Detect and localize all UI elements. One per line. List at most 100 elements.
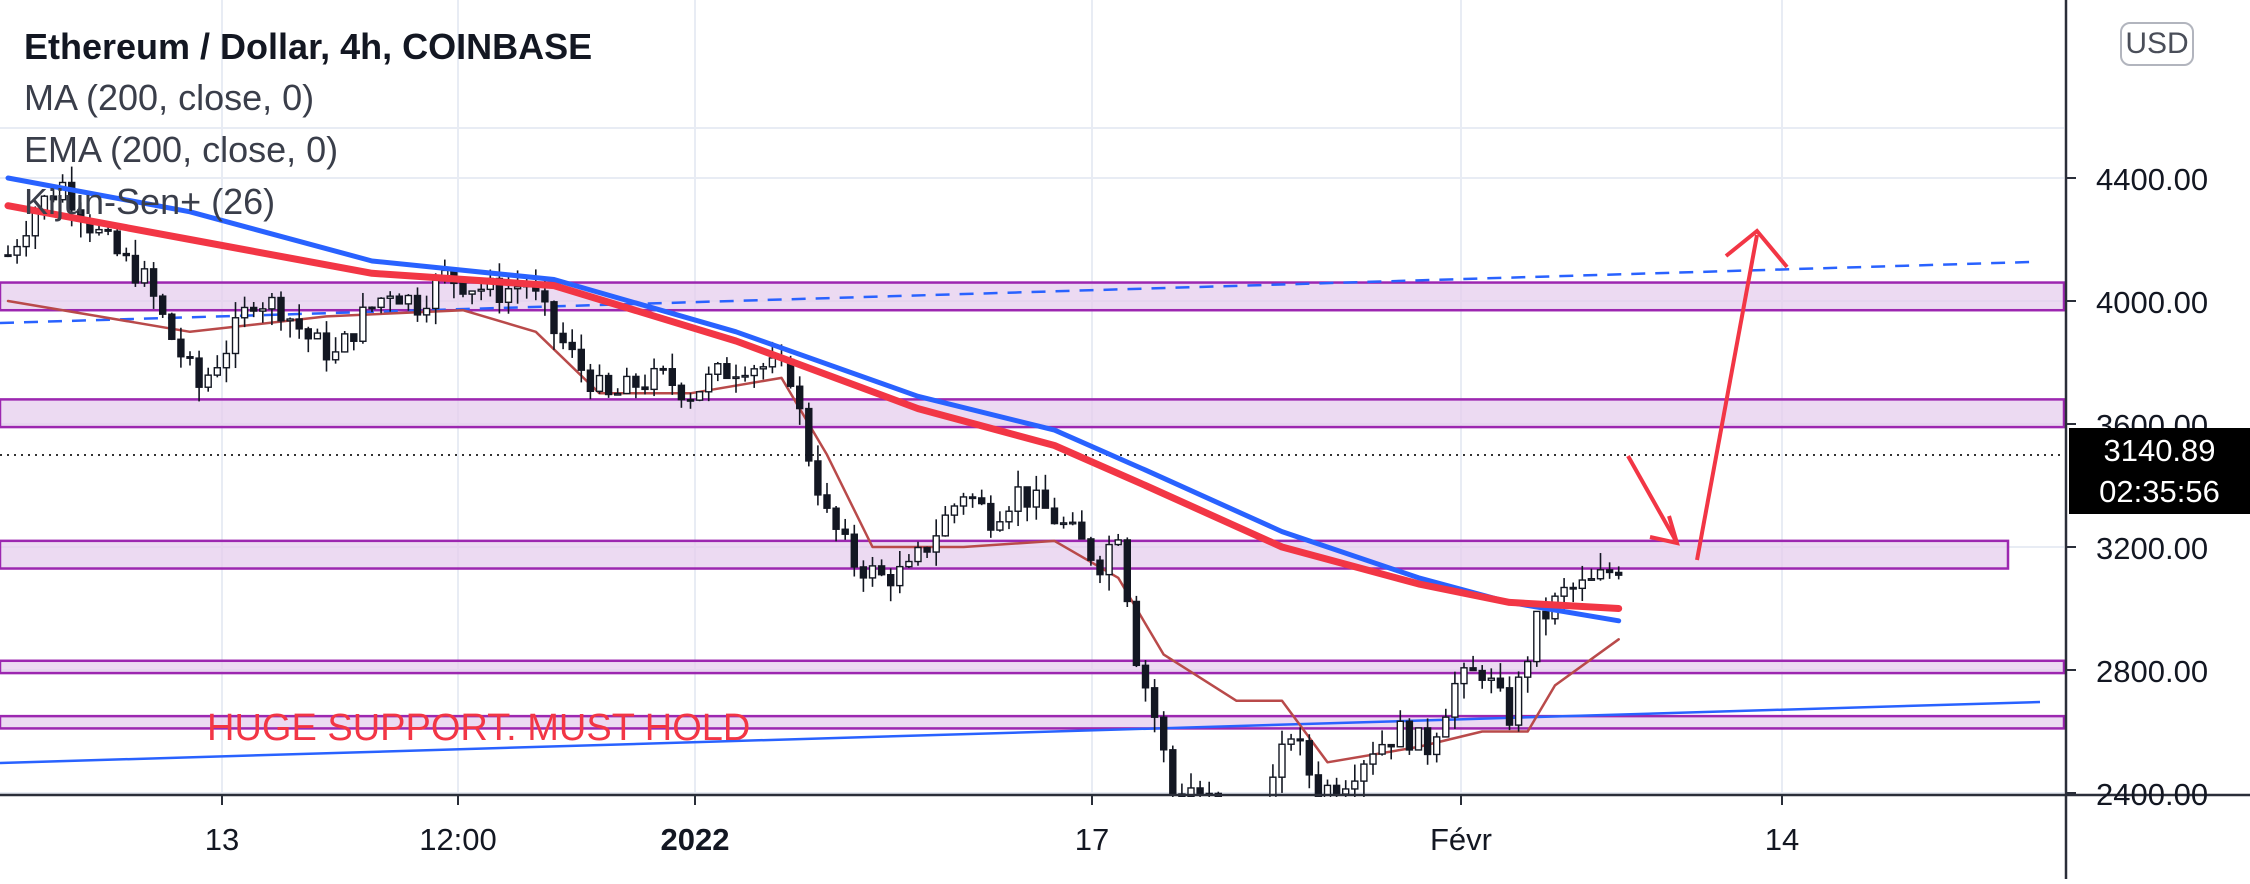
candle bbox=[140, 260, 149, 287]
candle-body bbox=[1187, 787, 1195, 798]
candle-body bbox=[968, 496, 977, 500]
price-zone bbox=[0, 659, 2066, 675]
candle-body bbox=[1096, 559, 1104, 576]
candle-body bbox=[1196, 787, 1204, 795]
candle bbox=[413, 287, 422, 322]
candle-body bbox=[104, 228, 112, 232]
candle bbox=[1032, 475, 1041, 520]
candle bbox=[759, 362, 767, 380]
candle-body bbox=[13, 245, 21, 256]
candle-body bbox=[213, 367, 222, 376]
candle-body bbox=[404, 294, 413, 305]
candle bbox=[823, 482, 831, 513]
candle bbox=[359, 292, 367, 344]
candle bbox=[1533, 610, 1541, 667]
price-zone bbox=[0, 281, 2066, 312]
candle-body bbox=[341, 333, 349, 353]
candle-body bbox=[1351, 780, 1359, 790]
support-trendline bbox=[0, 700, 2041, 765]
drawn-arrows bbox=[1626, 228, 1789, 561]
candle-body bbox=[832, 507, 840, 530]
candle-body bbox=[641, 386, 649, 391]
candle-body bbox=[659, 367, 667, 371]
candle-body bbox=[395, 295, 403, 305]
candle bbox=[841, 518, 849, 540]
candle-body bbox=[1542, 610, 1550, 620]
time-tick-label: 12:00 bbox=[419, 822, 497, 857]
candle-body bbox=[1287, 738, 1295, 745]
candle-body bbox=[513, 286, 522, 290]
candle-body bbox=[1369, 753, 1377, 765]
candle bbox=[1159, 711, 1168, 763]
candle-body bbox=[623, 375, 631, 395]
candle-body bbox=[268, 296, 276, 310]
candle bbox=[304, 326, 312, 353]
candle bbox=[805, 402, 813, 467]
legend-kijun[interactable]: Kijun-Sen+ (26) bbox=[24, 181, 276, 222]
candle-body bbox=[1078, 521, 1086, 540]
candle-body bbox=[286, 318, 294, 322]
candle bbox=[331, 337, 340, 364]
candle-body bbox=[386, 295, 394, 299]
candle bbox=[978, 489, 986, 506]
candle-body bbox=[805, 407, 813, 462]
candle bbox=[741, 366, 749, 382]
candle-body bbox=[1596, 569, 1605, 580]
candle-body bbox=[614, 392, 622, 396]
candle-body bbox=[841, 528, 849, 535]
candle bbox=[1460, 662, 1468, 699]
candle-body bbox=[1523, 660, 1532, 678]
up-arrow-line bbox=[1695, 234, 1759, 561]
candle bbox=[222, 340, 231, 383]
candle bbox=[796, 376, 804, 425]
candle bbox=[668, 353, 676, 395]
candle-body bbox=[987, 502, 995, 531]
candle-body bbox=[1032, 489, 1041, 508]
candle bbox=[177, 327, 185, 368]
candle bbox=[586, 363, 595, 400]
candle-body bbox=[322, 332, 331, 361]
down-arrow-head bbox=[1649, 515, 1680, 546]
candle bbox=[1150, 679, 1159, 733]
candle bbox=[131, 239, 140, 287]
candle-body bbox=[723, 363, 731, 380]
candle-body bbox=[586, 369, 595, 393]
candle-body bbox=[932, 535, 940, 553]
candle bbox=[122, 247, 131, 262]
candle-body bbox=[1150, 687, 1159, 718]
currency-button[interactable]: USD bbox=[2120, 22, 2194, 66]
candle-body bbox=[1578, 579, 1587, 590]
candle bbox=[322, 321, 331, 372]
candle-body bbox=[650, 367, 658, 391]
candle bbox=[714, 361, 722, 382]
candle bbox=[1578, 565, 1587, 601]
candle bbox=[113, 225, 121, 257]
candle bbox=[550, 300, 558, 350]
candle bbox=[1378, 730, 1386, 756]
candle bbox=[1469, 655, 1477, 672]
candle-body bbox=[1423, 727, 1432, 756]
legend-ema[interactable]: EMA (200, close, 0) bbox=[24, 129, 339, 170]
candle bbox=[295, 304, 303, 339]
time-tick-label: 2022 bbox=[661, 822, 730, 857]
candle-body bbox=[959, 496, 968, 507]
candle-body bbox=[1560, 586, 1568, 597]
candle-body bbox=[477, 288, 485, 292]
candle bbox=[95, 224, 103, 236]
candle bbox=[641, 374, 649, 395]
price-tick-label: 2800.00 bbox=[2096, 654, 2208, 689]
candle-body bbox=[887, 574, 895, 587]
candle bbox=[1414, 727, 1423, 751]
candle-body bbox=[1059, 522, 1068, 526]
candle bbox=[914, 541, 922, 566]
candle-body bbox=[868, 565, 877, 579]
ma-lines bbox=[4, 175, 1623, 624]
candle bbox=[1614, 566, 1623, 580]
candle-body bbox=[632, 375, 640, 388]
candle bbox=[732, 364, 740, 393]
price-tick-label: 4400.00 bbox=[2096, 162, 2208, 197]
candle-body bbox=[304, 328, 312, 340]
candle-body bbox=[1478, 669, 1486, 681]
legend-ma[interactable]: MA (200, close, 0) bbox=[24, 77, 315, 118]
